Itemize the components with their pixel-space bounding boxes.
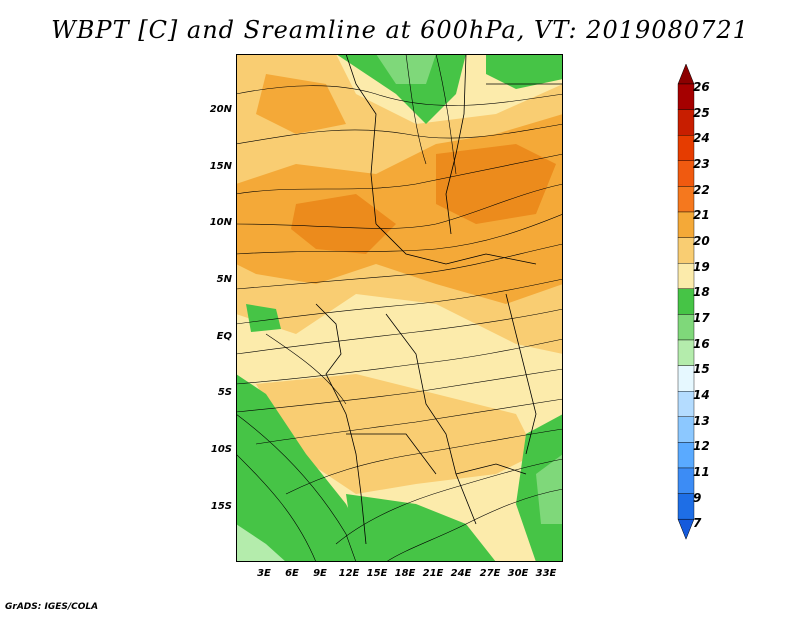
- colorbar-label-23: 23: [693, 157, 710, 171]
- y-label-5s: 5S: [217, 387, 232, 398]
- colorbar-label-12: 12: [693, 439, 710, 453]
- field-22-core-west: [291, 194, 396, 254]
- x-label-27e: 27E: [479, 568, 501, 579]
- colorbar-label-18: 18: [693, 285, 710, 299]
- field-18-southwest: [236, 374, 376, 562]
- field-18-south: [346, 494, 496, 562]
- x-label-24e: 24E: [450, 568, 472, 579]
- colorbar-segment: [677, 288, 695, 315]
- colorbar-segment: [677, 237, 695, 264]
- colorbar-label-25: 25: [693, 106, 710, 120]
- colorbar-segment: [677, 314, 695, 341]
- y-label-10s: 10S: [210, 444, 232, 455]
- map-frame: [236, 54, 563, 562]
- colorbar-segment: [677, 134, 695, 161]
- footer-credit: GrADS: IGES/COLA: [5, 602, 99, 612]
- field-18-sahara: [336, 54, 466, 124]
- field-22-core-east: [436, 144, 556, 224]
- colorbar-top-arrow: [677, 63, 695, 85]
- x-label-12e: 12E: [338, 568, 360, 579]
- colorbar-segment: [677, 365, 695, 392]
- colorbar-label-21: 21: [693, 208, 710, 222]
- x-label-33e: 33E: [535, 568, 557, 579]
- y-label-10n: 10N: [209, 217, 232, 228]
- colorbar-label-26: 26: [693, 80, 710, 94]
- field-21-north: [256, 74, 346, 134]
- colorbar-segment: [677, 442, 695, 469]
- streamlines: [236, 54, 563, 562]
- map-panel: [236, 54, 563, 562]
- field-17-sahara: [376, 54, 436, 84]
- colorbar-segment: [677, 83, 695, 110]
- colorbar-segment: [677, 109, 695, 136]
- x-label-9e: 9E: [313, 568, 327, 579]
- colorbar-segment: [677, 416, 695, 443]
- x-label-6e: 6E: [285, 568, 299, 579]
- colorbar-bottom-arrow: [677, 518, 695, 540]
- colorbar-label-14: 14: [693, 388, 710, 402]
- x-label-15e: 15E: [366, 568, 388, 579]
- colorbar-segment: [677, 339, 695, 366]
- colorbar-segment: [677, 262, 695, 289]
- colorbar-segment: [677, 211, 695, 238]
- colorbar: [677, 63, 695, 540]
- y-label-15s: 15S: [210, 501, 232, 512]
- colorbar-label-7: 7: [693, 516, 702, 530]
- colorbar-segment: [677, 186, 695, 213]
- colorbar-segment: [677, 391, 695, 418]
- x-label-18e: 18E: [394, 568, 416, 579]
- x-label-30e: 30E: [507, 568, 529, 579]
- colorbar-label-22: 22: [693, 183, 710, 197]
- colorbar-label-15: 15: [693, 362, 710, 376]
- field-18-ne: [486, 54, 563, 89]
- colorbar-label-17: 17: [693, 311, 710, 325]
- field-16-sw-corner: [236, 524, 286, 562]
- colorbar-label-16: 16: [693, 337, 710, 351]
- y-label-eq: EQ: [216, 331, 232, 342]
- colorbar-segment: [677, 493, 695, 520]
- y-label-15n: 15N: [209, 161, 232, 172]
- colorbar-label-24: 24: [693, 131, 710, 145]
- y-label-5n: 5N: [216, 274, 232, 285]
- y-label-20n: 20N: [209, 104, 232, 115]
- x-label-3e: 3E: [257, 568, 271, 579]
- colorbar-label-20: 20: [693, 234, 710, 248]
- x-label-21e: 21E: [422, 568, 444, 579]
- colorbar-label-13: 13: [693, 414, 710, 428]
- country-borders: [315, 54, 563, 545]
- colorbar-label-9: 9: [693, 491, 702, 505]
- chart-title: WBPT [C] and Sreamline at 600hPa, VT: 20…: [51, 16, 749, 44]
- field-17-east: [536, 454, 563, 524]
- colorbar-label-19: 19: [693, 260, 710, 274]
- colorbar-segment: [677, 467, 695, 494]
- field-18-west-blob: [246, 304, 281, 332]
- colorbar-segment: [677, 160, 695, 187]
- colorbar-label-11: 11: [693, 465, 710, 479]
